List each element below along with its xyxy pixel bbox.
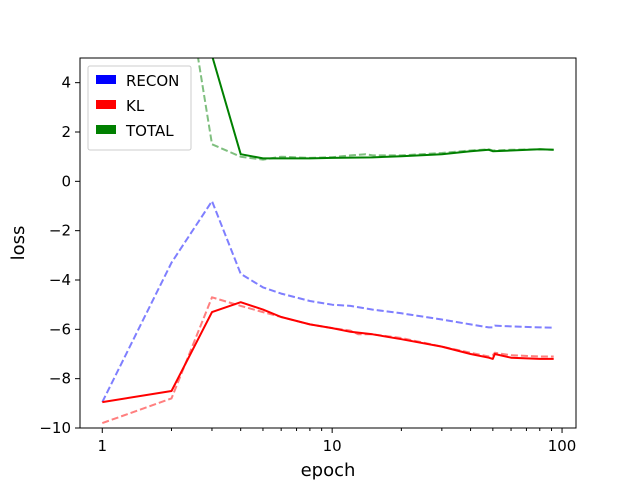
y-axis-label: loss <box>8 226 29 261</box>
legend-swatch <box>96 125 116 134</box>
x-tick-label: 1 <box>98 437 108 455</box>
series-line-1 <box>101 200 554 403</box>
series-line-2 <box>101 296 554 425</box>
series-line-4 <box>102 301 554 404</box>
x-tick-label: 10 <box>323 437 342 455</box>
y-tick-label: −4 <box>49 271 71 289</box>
plot-frame <box>79 57 577 429</box>
y-axis: −10 −8 −6 −4 −2 0 2 4 <box>39 74 80 437</box>
y-tick-label: −8 <box>49 370 71 388</box>
legend-label: TOTAL <box>125 122 174 140</box>
x-axis: 1 10 100 <box>98 428 577 455</box>
legend-swatch <box>96 100 116 109</box>
y-tick-label: 0 <box>61 172 71 190</box>
y-tick-label: −2 <box>49 222 71 240</box>
series-layer <box>101 58 554 425</box>
x-tick-label: 100 <box>548 437 577 455</box>
legend-label: KL <box>126 97 145 115</box>
series-line-5 <box>211 58 554 160</box>
y-tick-label: −10 <box>39 419 71 437</box>
y-tick-label: 2 <box>61 123 71 141</box>
x-axis-label: epoch <box>301 460 356 480</box>
y-tick-label: 4 <box>61 74 71 92</box>
legend-label: RECON <box>126 72 179 90</box>
legend: RECON KL TOTAL <box>87 65 192 151</box>
series-line-3 <box>197 58 554 161</box>
legend-swatch <box>96 75 116 84</box>
y-tick-label: −6 <box>49 320 71 338</box>
